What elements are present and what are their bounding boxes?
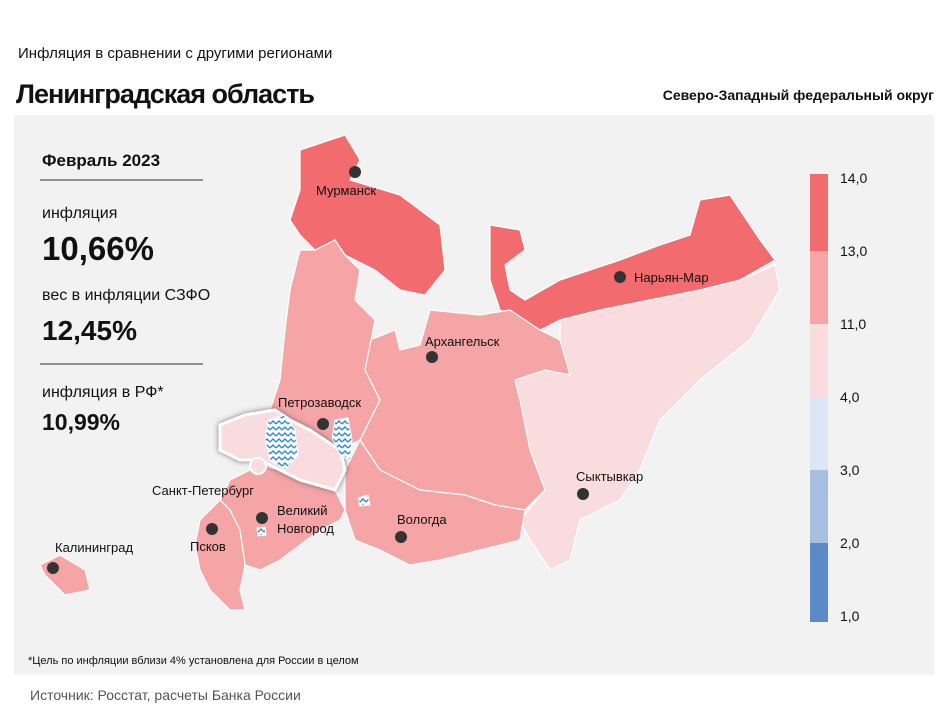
legend-bin [810, 543, 828, 622]
city-dot [614, 271, 626, 283]
cities: Мурманск Нарьян-Мар Архангельск Петрозав… [47, 166, 709, 574]
city-label: Нарьян-Мар [634, 270, 709, 285]
period: Февраль 2023 [42, 151, 160, 170]
legend-bin [810, 324, 828, 397]
city-label: Архангельск [425, 334, 500, 349]
city-label: Псков [190, 539, 226, 554]
city-dot [426, 351, 438, 363]
legend-tick-label: 11,0 [840, 316, 866, 332]
stat-label: инфляция [42, 205, 117, 222]
region-spb [249, 457, 267, 475]
region-novgorod [219, 464, 346, 571]
title: Ленинградская область [16, 79, 314, 109]
legend-bin [810, 174, 828, 251]
legend-bin [810, 251, 828, 324]
city-label: Мурманск [316, 183, 376, 198]
region-vologda [344, 438, 526, 566]
legend-bin [810, 470, 828, 543]
city-label: Великий [277, 503, 328, 518]
stat-label: вес в инфляции СЗФО [42, 287, 210, 304]
region-karelia [269, 239, 381, 451]
city-label: Санкт-Петербург [152, 483, 254, 498]
city-dot [317, 418, 329, 430]
city-dot [206, 523, 218, 535]
stat-value: 12,45% [42, 315, 137, 346]
city-dot [577, 488, 589, 500]
legend-tick-label: 4,0 [840, 389, 860, 405]
city-label: Петрозаводск [278, 395, 361, 410]
legend-tick-label: 13,0 [840, 243, 867, 259]
legend-tick-label: 2,0 [840, 535, 860, 551]
legend-tick-label: 3,0 [840, 462, 860, 478]
city-dot [349, 166, 361, 178]
city-dot [256, 512, 268, 524]
city-dot [395, 531, 407, 543]
lake-onega [331, 417, 353, 461]
city-dot [47, 562, 59, 574]
city-label: Вологда [397, 512, 447, 527]
stat-value: 10,66% [42, 230, 154, 267]
lake-ladoga [264, 414, 299, 471]
source: Источник: Росстат, расчеты Банка России [30, 687, 301, 703]
info-panel: Февраль 2023 инфляция 10,66% вес в инфля… [40, 151, 210, 435]
city-label: Сыктывкар [576, 469, 643, 484]
city-label: Новгород [277, 521, 334, 536]
lake-white [357, 494, 371, 507]
district: Северо-Западный федеральный округ [663, 87, 934, 103]
subtitle: Инфляция в сравнении с другими регионами [18, 45, 332, 62]
lake-ilmen [256, 526, 267, 537]
stat-label: инфляция в РФ* [42, 384, 164, 401]
legend-tick-label: 1,0 [840, 608, 860, 624]
city-label: Калининград [55, 540, 133, 555]
map [39, 134, 781, 611]
legend-tick-label: 14,0 [840, 170, 867, 186]
legend-bin [810, 397, 828, 470]
footnote: *Цель по инфляции вблизи 4% установлена … [28, 655, 359, 667]
legend: 14,0 13,0 11,0 4,0 3,0 2,0 1,0 [810, 170, 867, 624]
stat-value: 10,99% [42, 409, 120, 435]
